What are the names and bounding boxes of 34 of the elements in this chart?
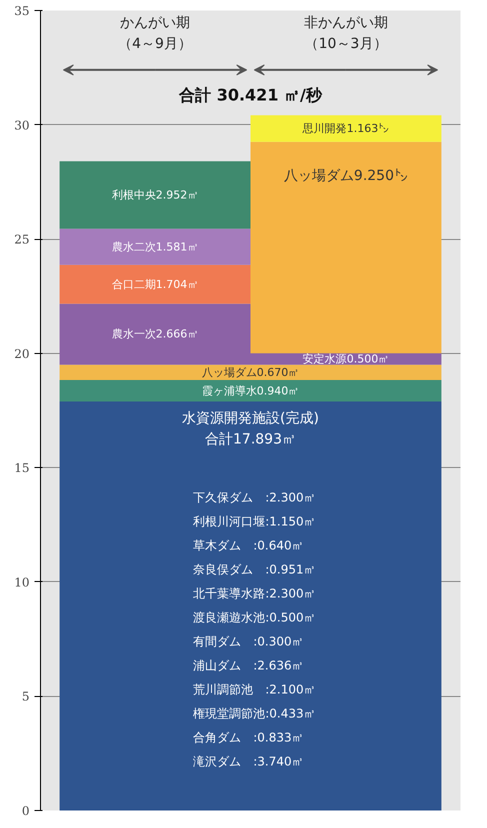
text: 合計 30.421 ㎥/秒 xyxy=(178,86,323,105)
text: 安定水源0.500㎥ xyxy=(302,352,390,366)
text: 八ッ場ダム0.670㎥ xyxy=(202,366,300,379)
x-tick-label: 非かんがい期（10～3月） xyxy=(304,14,388,52)
text: 利根中央2.952㎥ xyxy=(112,188,198,202)
y-tick-label: 25 xyxy=(14,232,30,247)
text: 合口二期1.704㎥ xyxy=(112,278,198,291)
annotation: 奈良俣ダム :0.951㎥ xyxy=(193,562,316,577)
y-tick-label: 0 xyxy=(22,804,30,818)
annotation: 滝沢ダム :3.740㎥ xyxy=(193,754,304,769)
annotation: 浦山ダム :2.636㎥ xyxy=(193,658,304,673)
y-tick-label: 10 xyxy=(14,575,30,590)
y-tick-label: 30 xyxy=(14,118,30,132)
annotation: 有間ダム :0.300㎥ xyxy=(193,634,304,649)
annotation: 権現堂調節池:0.433㎥ xyxy=(193,706,316,721)
annotation: 渡良瀬遊水池:0.500㎥ xyxy=(193,610,316,625)
text: 霞ヶ浦導水0.940㎥ xyxy=(202,384,300,398)
text: 農水一次2.666㎥ xyxy=(112,328,198,341)
text: 八ッ場ダム9.250㌧ xyxy=(284,168,408,184)
x-tick-label: かんがい期（4～9月） xyxy=(118,14,192,52)
y-tick-label: 20 xyxy=(14,346,30,361)
series-label: 水資源開発施設(完成) xyxy=(182,410,319,427)
annotation: 利根川河口堰:1.150㎥ xyxy=(193,514,316,529)
annotation: 北千葉導水路:2.300㎥ xyxy=(193,586,316,601)
data-label: 合計17.893㎥ xyxy=(205,431,296,448)
y-tick-label: 15 xyxy=(14,461,30,476)
y-tick-label: 5 xyxy=(22,690,30,704)
y-tick-label: 35 xyxy=(14,4,30,18)
annotation: 下久保ダム :2.300㎥ xyxy=(193,490,316,505)
text: 農水二次1.581㎥ xyxy=(112,240,198,254)
annotation: 荒川調節池 :2.100㎥ xyxy=(193,682,316,697)
annotation: 合角ダム :0.833㎥ xyxy=(193,730,304,745)
text: 思川開発1.163㌧ xyxy=(302,122,390,136)
annotation: 草木ダム :0.640㎥ xyxy=(193,538,304,553)
